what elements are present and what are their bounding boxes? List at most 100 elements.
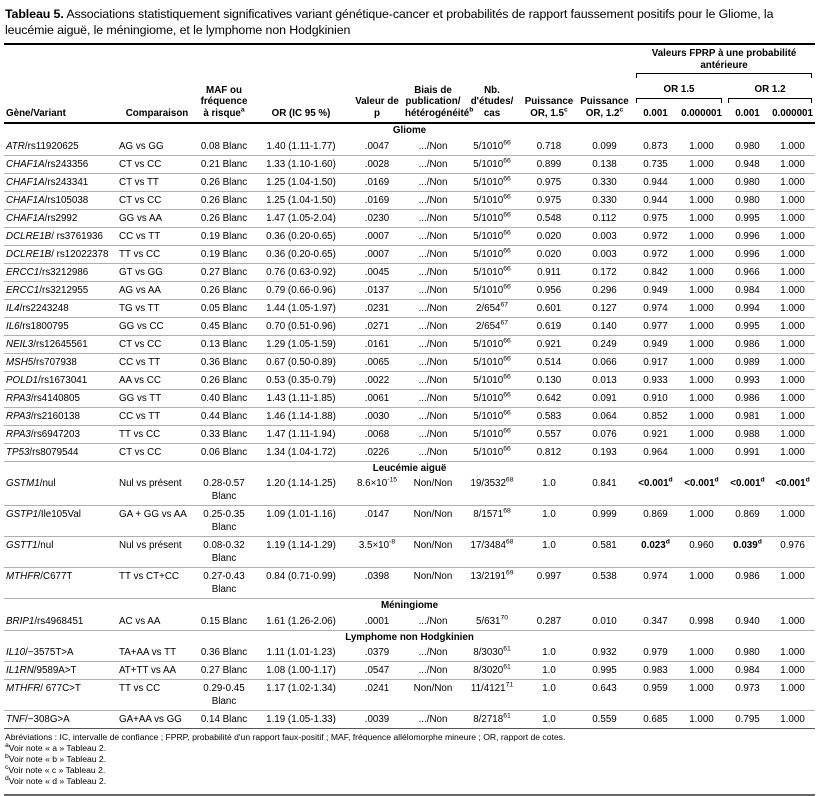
table-row: IL4/rs2243248 TG vs TT 0.05 Blanc 1.44 (… bbox=[4, 299, 816, 317]
p-value: .0001 bbox=[364, 615, 390, 627]
gene-variant-cell: CHAF1A/rs243356 bbox=[4, 155, 118, 173]
fprp-value: <0.001d bbox=[730, 476, 765, 489]
comparison-cell: CC vs TT bbox=[118, 227, 196, 245]
fprp-value: 1.000 bbox=[689, 302, 714, 314]
maf-cell: 0.27 Blanc bbox=[196, 263, 252, 281]
gene-name: GSTP1 bbox=[6, 509, 39, 520]
gene-name: IL10 bbox=[6, 647, 26, 658]
or-ci-cell: 0.70 (0.51-0.96) bbox=[252, 317, 350, 335]
n-studies-value: 2/654 bbox=[475, 320, 501, 332]
fprp-value: 0.981 bbox=[735, 410, 760, 422]
maf-cell: 0.36 Blanc bbox=[196, 353, 252, 371]
fprp-value: 0.966 bbox=[735, 266, 760, 278]
power-or12-value: 0.010 bbox=[592, 615, 617, 627]
variant-name: /rs4968451 bbox=[34, 615, 84, 627]
bias-cell: .../Non bbox=[404, 335, 462, 353]
table-row: BRIP1/rs4968451 AC vs AA 0.15 Blanc 1.61… bbox=[4, 613, 815, 631]
maf-value: 0.14 Blanc bbox=[200, 714, 248, 725]
fprp-value: 1.000 bbox=[689, 194, 714, 206]
fprp-value: 0.988 bbox=[735, 428, 760, 440]
p-value-cell: .0230 bbox=[350, 209, 404, 227]
power-or12-cell: 0.330 bbox=[576, 191, 633, 209]
bias-cell: Non/Non bbox=[404, 680, 462, 711]
maf-value: 0.40 Blanc bbox=[200, 392, 248, 404]
power-or12-cell: 0.581 bbox=[576, 537, 633, 568]
fprp-value: 1.000 bbox=[780, 647, 805, 658]
fprp-value: 0.964 bbox=[643, 446, 668, 458]
n-studies-cell: 19/353268 bbox=[462, 475, 522, 506]
gene-variant-cell: CHAF1A/rs2992 bbox=[4, 209, 118, 227]
maf-cell: 0.05 Blanc bbox=[196, 299, 252, 317]
fprp-value: 1.000 bbox=[780, 194, 805, 206]
gene-name: TP53 bbox=[6, 446, 30, 458]
n-studies-value: 5/1010 bbox=[473, 266, 504, 278]
section-header-row: Leucémie aiguë bbox=[4, 461, 816, 475]
n-studies-ref: 66 bbox=[503, 193, 511, 201]
power-or12-cell: 0.066 bbox=[576, 353, 633, 371]
n-studies-cell: 5/101066 bbox=[462, 173, 522, 191]
n-studies-ref: 66 bbox=[503, 409, 511, 417]
comparison-value: CT vs CC bbox=[119, 446, 162, 458]
maf-cell: 0.26 Blanc bbox=[196, 173, 252, 191]
fprp-value: 1.000 bbox=[689, 665, 714, 676]
fprp-value: 1.000 bbox=[780, 320, 805, 332]
bias-cell: .../Non bbox=[404, 299, 462, 317]
power-or12-cell: 0.643 bbox=[576, 680, 633, 711]
n-studies-ref: 66 bbox=[503, 445, 511, 453]
power-or15-cell: 0.921 bbox=[522, 335, 576, 353]
n-studies-cell: 5/101066 bbox=[462, 389, 522, 407]
maf-value: 0.29-0.45 Blanc bbox=[203, 683, 245, 707]
comparison-cell: CT vs CC bbox=[118, 155, 196, 173]
bias-cell: .../Non bbox=[404, 711, 462, 729]
fprp-value: 0.959 bbox=[643, 683, 668, 694]
power-or15-value: 1.0 bbox=[542, 665, 556, 676]
power-or15-cell: 0.287 bbox=[522, 613, 576, 631]
gene-name: POLD1 bbox=[6, 374, 39, 386]
power-or12-cell: 0.076 bbox=[576, 425, 633, 443]
power-or15-cell: 0.619 bbox=[522, 317, 576, 335]
n-studies-ref: 68 bbox=[505, 476, 514, 484]
power-or12-value: 0.538 bbox=[592, 571, 617, 582]
maf-value: 0.08-0.32 Blanc bbox=[203, 540, 245, 564]
comparison-value: AG vs GG bbox=[119, 140, 164, 152]
p-value-cell: .0231 bbox=[350, 299, 404, 317]
comparison-cell: TT vs CT+CC bbox=[118, 568, 196, 599]
power-or15-value: 1.0 bbox=[542, 714, 556, 725]
or-value: 1.17 (1.02-1.34) bbox=[266, 683, 336, 694]
table-row: GSTT1/nul Nul vs présent 0.08-0.32 Blanc… bbox=[4, 536, 816, 568]
or-value: 1.25 (1.04-1.50) bbox=[266, 176, 336, 188]
n-studies-value: 5/1010 bbox=[473, 158, 504, 170]
power-or15-cell: 0.020 bbox=[522, 227, 576, 245]
n-studies-value: 8/3030 bbox=[473, 647, 504, 658]
power-or12-value: 0.066 bbox=[592, 356, 617, 368]
power-or15-cell: 0.548 bbox=[522, 209, 576, 227]
fprp-value: 0.991 bbox=[735, 446, 760, 458]
n-studies-ref: 61 bbox=[503, 645, 511, 653]
fprp-value: 1.000 bbox=[780, 212, 805, 224]
n-studies-cell: 5/101066 bbox=[462, 443, 522, 461]
bias-value: .../Non bbox=[418, 140, 448, 152]
maf-value: 0.26 Blanc bbox=[200, 176, 248, 188]
fprp-value: 1.000 bbox=[780, 374, 805, 386]
p-value-cell: .0147 bbox=[350, 506, 404, 537]
fprp-value: 1.000 bbox=[780, 302, 805, 314]
power-or15-value: 1.0 bbox=[542, 683, 556, 694]
power-or12-value: 0.003 bbox=[592, 248, 617, 260]
n-studies-value: 8/3020 bbox=[473, 665, 504, 676]
comparison-cell: CT vs TT bbox=[118, 173, 196, 191]
fprp-value: 1.000 bbox=[780, 509, 805, 520]
p-value-cell: .0398 bbox=[350, 568, 404, 599]
power-or15-value: 0.899 bbox=[536, 158, 562, 170]
footnote-a-text: Voir note « a » Tableau 2. bbox=[8, 743, 107, 753]
gene-variant-cell: ERCC1/rs3212986 bbox=[4, 263, 118, 281]
power-or15-value: 0.583 bbox=[536, 410, 562, 422]
gene-variant-cell: CHAF1A/rs105038 bbox=[4, 191, 118, 209]
or-ci-cell: 1.40 (1.11-1.77) bbox=[252, 138, 350, 156]
power-or12-cell: 0.003 bbox=[576, 227, 633, 245]
comparison-value: AC vs AA bbox=[119, 615, 161, 627]
n-studies-cell: 5/101066 bbox=[462, 191, 522, 209]
comparison-cell: TA+AA vs TT bbox=[118, 644, 196, 662]
fprp-value: 0.873 bbox=[643, 140, 668, 152]
power-or15-value: 0.020 bbox=[536, 230, 562, 242]
gene-variant-cell: IL10/−3575T>A bbox=[4, 644, 118, 662]
